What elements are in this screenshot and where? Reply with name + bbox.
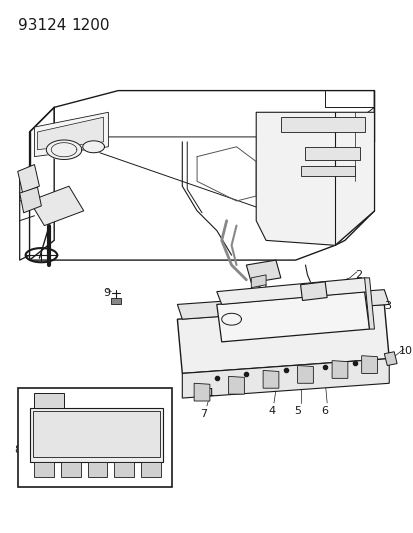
Polygon shape — [297, 366, 313, 383]
Polygon shape — [61, 462, 81, 477]
Polygon shape — [111, 297, 121, 304]
Polygon shape — [300, 166, 354, 176]
Polygon shape — [263, 370, 278, 388]
Text: 4: 4 — [267, 406, 275, 416]
Polygon shape — [383, 352, 396, 366]
Polygon shape — [256, 112, 373, 245]
Polygon shape — [88, 462, 107, 477]
Polygon shape — [34, 462, 54, 477]
Text: 8: 8 — [14, 446, 21, 455]
Polygon shape — [216, 278, 369, 304]
Polygon shape — [246, 260, 280, 283]
Polygon shape — [46, 140, 82, 159]
Polygon shape — [216, 292, 369, 342]
Polygon shape — [361, 356, 377, 374]
Text: 93124: 93124 — [18, 18, 66, 33]
Polygon shape — [177, 289, 388, 319]
Text: 11: 11 — [202, 388, 216, 398]
Polygon shape — [331, 361, 347, 378]
Polygon shape — [251, 275, 266, 288]
Text: 3: 3 — [383, 302, 390, 311]
Polygon shape — [300, 282, 326, 301]
Polygon shape — [29, 186, 83, 225]
Text: 10: 10 — [398, 346, 412, 356]
Text: 1200: 1200 — [71, 18, 109, 33]
Polygon shape — [280, 117, 364, 132]
Polygon shape — [305, 147, 359, 159]
Polygon shape — [140, 462, 160, 477]
Text: 7: 7 — [199, 409, 206, 419]
Polygon shape — [34, 112, 108, 157]
Text: 1: 1 — [328, 302, 335, 311]
Polygon shape — [194, 383, 209, 401]
Polygon shape — [33, 411, 159, 457]
Polygon shape — [18, 388, 172, 487]
Polygon shape — [20, 187, 41, 213]
Text: 9: 9 — [103, 288, 110, 298]
Polygon shape — [364, 278, 373, 329]
Polygon shape — [37, 117, 103, 150]
Polygon shape — [182, 359, 388, 398]
Polygon shape — [18, 165, 39, 193]
Polygon shape — [29, 408, 162, 462]
Polygon shape — [114, 462, 134, 477]
Polygon shape — [83, 141, 104, 153]
Text: 6: 6 — [320, 406, 328, 416]
Polygon shape — [228, 376, 244, 394]
Text: 5: 5 — [294, 406, 301, 416]
Polygon shape — [177, 304, 388, 374]
Polygon shape — [34, 393, 64, 408]
Text: 2: 2 — [354, 270, 361, 280]
